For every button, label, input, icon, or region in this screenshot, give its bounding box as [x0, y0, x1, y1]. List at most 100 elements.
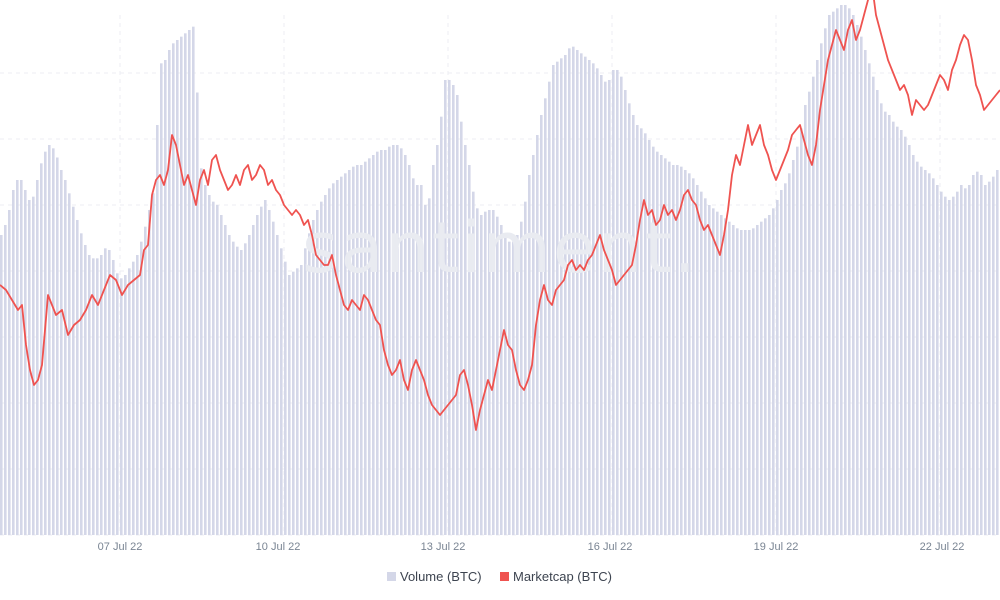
volume-bar: [240, 250, 243, 535]
volume-bar: [500, 225, 503, 535]
volume-bar: [860, 36, 863, 536]
volume-bar: [752, 228, 755, 536]
volume-bars: [0, 5, 999, 536]
volume-bar: [100, 255, 103, 535]
volume-bar: [748, 230, 751, 535]
volume-bar: [920, 166, 923, 535]
volume-bar: [16, 180, 19, 535]
volume-bar: [352, 166, 355, 535]
volume-bar: [704, 198, 707, 536]
volume-bar: [332, 183, 335, 536]
volume-bar: [872, 76, 875, 536]
volume-bar: [112, 260, 115, 535]
volume-bar: [528, 175, 531, 535]
volume-bar: [104, 248, 107, 536]
volume-bar: [328, 188, 331, 536]
volume-bar: [968, 185, 971, 535]
volume-bar: [944, 196, 947, 535]
volume-bar: [888, 115, 891, 535]
volume-bar: [600, 75, 603, 535]
volume-bar: [556, 61, 559, 536]
volume-bar: [956, 191, 959, 535]
volume-bar: [780, 190, 783, 535]
volume-bar: [880, 103, 883, 535]
volume-bar: [272, 221, 275, 535]
volume-bar: [876, 90, 879, 535]
legend: Volume (BTC) Marketcap (BTC): [387, 569, 612, 584]
volume-bar: [764, 218, 767, 536]
volume-bar: [40, 163, 43, 536]
volume-bar: [88, 255, 91, 535]
volume-bar: [308, 233, 311, 536]
volume-bar: [596, 68, 599, 535]
volume-bar: [276, 235, 279, 535]
volume-bar: [232, 241, 235, 535]
x-tick-label: 13 Jul 22: [421, 541, 466, 553]
volume-bar: [284, 261, 287, 535]
volume-bar: [432, 165, 435, 535]
volume-bar: [644, 133, 647, 536]
volume-bar: [244, 243, 247, 536]
volume-bar: [144, 226, 147, 535]
volume-bar: [164, 60, 167, 535]
volume-bar: [564, 55, 567, 535]
volume-bar: [372, 155, 375, 535]
volume-bar: [400, 148, 403, 536]
volume-bar: [828, 15, 831, 535]
volume-bar: [320, 201, 323, 535]
volume-bar: [128, 268, 131, 535]
volume-bar: [360, 165, 363, 535]
volume-bar: [156, 125, 159, 535]
volume-bar: [744, 230, 747, 535]
volume-bar: [712, 208, 715, 536]
volume-bar: [324, 195, 327, 535]
volume-bar: [424, 205, 427, 535]
volume-bar: [684, 170, 687, 535]
volume-bar: [588, 60, 591, 535]
volume-bar: [428, 198, 431, 536]
volume-bar: [76, 220, 79, 535]
volume-bar: [520, 221, 523, 535]
volume-bar: [124, 275, 127, 535]
volume-bar: [152, 193, 155, 536]
volume-bar: [20, 180, 23, 535]
volume-bar: [740, 230, 743, 535]
volume-bar: [572, 46, 575, 536]
volume-bar: [620, 76, 623, 536]
x-tick-label: 10 Jul 22: [256, 541, 301, 553]
x-tick-label: 19 Jul 22: [754, 541, 799, 553]
volume-bar: [376, 151, 379, 535]
volume-bar: [616, 70, 619, 535]
volume-bar: [108, 250, 111, 535]
volume-bar: [864, 50, 867, 535]
volume-bar: [364, 161, 367, 535]
volume-bar: [904, 136, 907, 535]
volume-bar: [508, 241, 511, 535]
volume-bar: [468, 165, 471, 535]
x-axis: 07 Jul 22 10 Jul 22 13 Jul 22 16 Jul 22 19 J…: [98, 541, 965, 553]
volume-bar: [440, 116, 443, 536]
volume-bar: [580, 53, 583, 535]
volume-bar: [984, 185, 987, 535]
volume-bar: [584, 56, 587, 536]
volume-bar: [8, 210, 11, 535]
volume-bar: [388, 146, 391, 535]
volume-bar: [576, 50, 579, 535]
volume-bar: [544, 98, 547, 535]
volume-bar: [304, 248, 307, 536]
volume-bar: [120, 278, 123, 535]
volume-bar: [672, 165, 675, 535]
volume-bar: [972, 175, 975, 535]
volume-bar: [820, 43, 823, 535]
volume-bar: [492, 210, 495, 535]
volume-bar: [516, 235, 519, 535]
volume-bar: [788, 173, 791, 536]
volume-bar: [504, 235, 507, 535]
volume-bar: [188, 30, 191, 535]
volume-bar: [200, 168, 203, 536]
volume-bar: [708, 205, 711, 535]
volume-bar: [700, 191, 703, 535]
volume-bar: [132, 261, 135, 535]
volume-bar: [884, 111, 887, 536]
